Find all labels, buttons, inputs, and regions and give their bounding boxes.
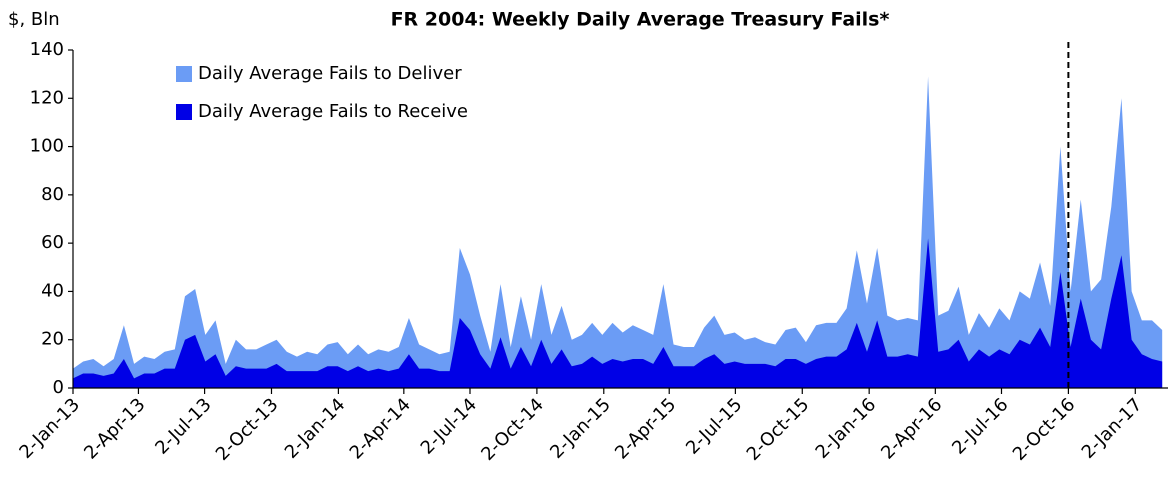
y-tick-label: 100 bbox=[30, 136, 64, 157]
x-tick-label: 2-Apr-15 bbox=[611, 394, 680, 463]
chart-title: FR 2004: Weekly Daily Average Treasury F… bbox=[391, 9, 890, 31]
x-tick-label: 2-Apr-16 bbox=[877, 394, 946, 463]
legend-label: Daily Average Fails to Deliver bbox=[198, 63, 462, 84]
x-tick-label: 2-Jan-13 bbox=[15, 394, 84, 463]
y-tick-label: 40 bbox=[41, 280, 64, 301]
x-tick-label: 2-Jan-16 bbox=[812, 394, 881, 463]
x-tick-label: 2-Jul-16 bbox=[948, 394, 1012, 458]
x-tick-label: 2-Jan-15 bbox=[546, 394, 615, 463]
legend-swatch bbox=[176, 66, 192, 82]
x-tick-label: 2-Jan-14 bbox=[281, 394, 350, 463]
x-tick-label: 2-Jan-17 bbox=[1078, 394, 1147, 463]
y-tick-label: 60 bbox=[41, 232, 64, 253]
y-axis-label: $, Bln bbox=[8, 9, 60, 30]
area bbox=[73, 238, 1163, 388]
x-tick-label: 2-Jul-15 bbox=[682, 394, 746, 458]
y-tick-label: 20 bbox=[41, 329, 64, 350]
x-tick-label: 2-Apr-14 bbox=[346, 394, 415, 463]
y-tick-label: 80 bbox=[41, 184, 64, 205]
x-tick-label: 2-Jul-13 bbox=[151, 394, 215, 458]
y-tick-label: 140 bbox=[30, 39, 64, 60]
area bbox=[73, 76, 1163, 389]
x-tick-label: 2-Jul-14 bbox=[417, 394, 481, 458]
x-tick-label: 2-Oct-14 bbox=[477, 394, 548, 465]
x-tick-label: 2-Apr-13 bbox=[80, 394, 149, 463]
x-tick-label: 2-Oct-15 bbox=[743, 394, 814, 465]
y-tick-label: 0 bbox=[53, 377, 64, 398]
x-tick-label: 2-Oct-16 bbox=[1009, 394, 1080, 465]
y-tick-label: 120 bbox=[30, 87, 64, 108]
legend-label: Daily Average Fails to Receive bbox=[198, 101, 468, 122]
x-tick-label: 2-Oct-13 bbox=[212, 394, 283, 465]
legend-swatch bbox=[176, 104, 192, 120]
